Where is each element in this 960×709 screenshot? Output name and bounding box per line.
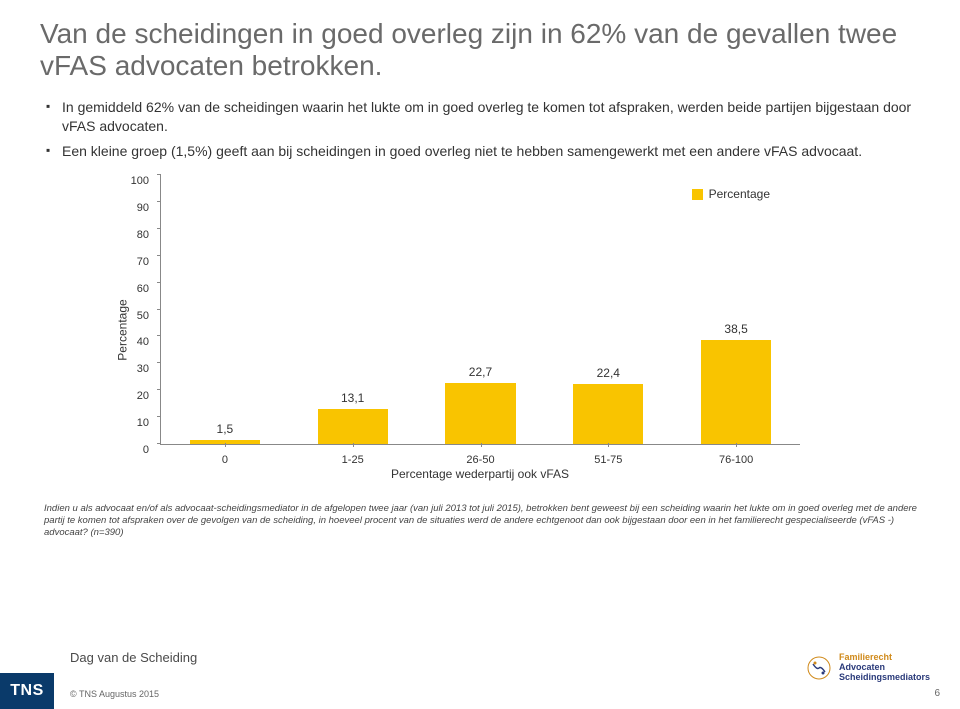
x-tick-mark <box>608 443 609 447</box>
bullet-item: Een kleine groep (1,5%) geeft aan bij sc… <box>46 142 920 161</box>
copyright-text: © TNS Augustus 2015 <box>70 689 159 699</box>
y-tick-mark <box>157 255 161 256</box>
y-tick-label: 10 <box>115 417 155 429</box>
bar-value-label: 22,4 <box>573 366 643 380</box>
y-tick-mark <box>157 174 161 175</box>
bar-value-label: 38,5 <box>701 322 771 336</box>
y-tick-mark <box>157 335 161 336</box>
tns-logo: TNS <box>0 673 54 709</box>
x-tick-mark <box>353 443 354 447</box>
bar-value-label: 1,5 <box>190 422 260 436</box>
plot-area: 01020304050607080901001,5013,11-2522,726… <box>160 175 800 445</box>
x-tick-label: 1-25 <box>289 454 417 466</box>
y-tick-mark <box>157 443 161 444</box>
y-tick-label: 0 <box>115 444 155 456</box>
chart-bar: 22,4 <box>573 384 643 444</box>
bar-value-label: 22,7 <box>445 365 515 379</box>
bar-value-label: 13,1 <box>318 391 388 405</box>
y-tick-mark <box>157 309 161 310</box>
y-tick-label: 70 <box>115 256 155 268</box>
vfas-logo-line2: Advocaten <box>839 662 885 672</box>
bar-fill <box>701 340 771 444</box>
page-title: Van de scheidingen in goed overleg zijn … <box>40 18 920 82</box>
bullet-list: In gemiddeld 62% van de scheidingen waar… <box>46 98 920 161</box>
x-axis-label: Percentage wederpartij ook vFAS <box>160 467 800 481</box>
bar-fill <box>445 383 515 444</box>
slide: Van de scheidingen in goed overleg zijn … <box>0 0 960 709</box>
y-tick-label: 60 <box>115 283 155 295</box>
vfas-logo: Familierecht Advocaten Scheidingsmediato… <box>806 653 930 683</box>
y-tick-mark <box>157 416 161 417</box>
y-tick-mark <box>157 282 161 283</box>
chart-bar: 22,7 <box>445 383 515 444</box>
vfas-logo-line3: Scheidingsmediators <box>839 672 930 682</box>
footer-title: Dag van de Scheiding <box>70 650 197 665</box>
vfas-logo-line1: Familierecht <box>839 652 892 662</box>
bar-chart: Percentage Percentage 010203040506070809… <box>120 175 800 485</box>
x-tick-mark <box>225 443 226 447</box>
x-tick-mark <box>736 443 737 447</box>
y-tick-label: 50 <box>115 310 155 322</box>
page-number: 6 <box>934 688 940 699</box>
y-tick-mark <box>157 228 161 229</box>
y-tick-label: 40 <box>115 336 155 348</box>
y-tick-mark <box>157 362 161 363</box>
y-tick-mark <box>157 201 161 202</box>
x-tick-label: 51-75 <box>544 454 672 466</box>
x-tick-mark <box>481 443 482 447</box>
y-tick-label: 90 <box>115 202 155 214</box>
y-axis-label: Percentage <box>116 299 130 360</box>
chart-bar: 13,1 <box>318 409 388 444</box>
bar-fill <box>318 409 388 444</box>
chart-footnote: Indien u als advocaat en/of als advocaat… <box>44 503 920 539</box>
x-tick-label: 26-50 <box>417 454 545 466</box>
y-tick-label: 100 <box>115 175 155 187</box>
x-tick-label: 0 <box>161 454 289 466</box>
chart-bar: 38,5 <box>701 340 771 444</box>
slide-footer: Dag van de Scheiding TNS © TNS Augustus … <box>0 629 960 709</box>
y-tick-mark <box>157 389 161 390</box>
x-tick-label: 76-100 <box>672 454 800 466</box>
y-tick-label: 30 <box>115 363 155 375</box>
y-tick-label: 20 <box>115 390 155 402</box>
vfas-logo-icon <box>806 655 832 681</box>
bar-fill <box>573 384 643 444</box>
bullet-item: In gemiddeld 62% van de scheidingen waar… <box>46 98 920 136</box>
y-tick-label: 80 <box>115 229 155 241</box>
